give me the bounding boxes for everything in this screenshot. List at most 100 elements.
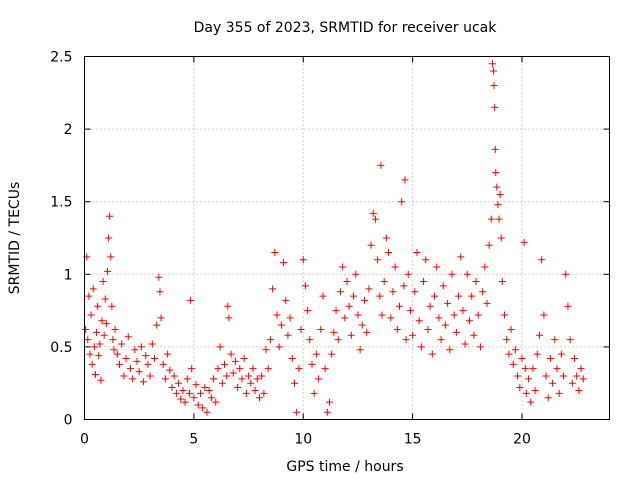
- data-point: [280, 259, 288, 267]
- data-point: [448, 270, 456, 278]
- data-point: [247, 379, 255, 387]
- data-point: [196, 389, 204, 397]
- data-point: [361, 296, 368, 304]
- data-point: [347, 331, 355, 339]
- data-point: [105, 234, 113, 242]
- data-point: [183, 375, 191, 383]
- data-point: [221, 360, 228, 368]
- data-point: [452, 328, 460, 336]
- data-point: [253, 375, 261, 383]
- x-tick-label: 5: [189, 432, 198, 448]
- data-point: [387, 314, 395, 322]
- data-point: [341, 314, 349, 322]
- data-point: [110, 346, 118, 354]
- data-point: [88, 360, 96, 368]
- data-point: [352, 270, 360, 278]
- data-point: [497, 234, 505, 242]
- data-point: [133, 357, 141, 365]
- data-point: [369, 209, 377, 217]
- data-point: [275, 343, 283, 351]
- data-point: [102, 320, 110, 328]
- chart-title: Day 355 of 2023, SRMTID for receiver uca…: [194, 20, 498, 36]
- data-point: [479, 288, 487, 296]
- data-point: [417, 343, 425, 351]
- data-point: [90, 343, 98, 351]
- data-point: [516, 384, 524, 392]
- data-point: [401, 176, 409, 184]
- data-points: [82, 60, 587, 416]
- data-point: [564, 302, 572, 310]
- data-point: [546, 355, 554, 363]
- data-point: [260, 389, 268, 397]
- data-point: [109, 336, 117, 344]
- data-point: [179, 386, 187, 394]
- data-point: [225, 314, 233, 322]
- data-point: [426, 302, 434, 310]
- data-point: [282, 296, 290, 304]
- data-point: [120, 372, 128, 380]
- data-point: [304, 307, 312, 315]
- data-point: [188, 365, 196, 373]
- data-point: [378, 311, 386, 319]
- data-point: [86, 350, 94, 358]
- data-point: [297, 325, 305, 333]
- data-point: [437, 336, 445, 344]
- data-point: [446, 346, 454, 354]
- data-point: [108, 302, 116, 310]
- data-point: [544, 394, 552, 402]
- data-point: [151, 355, 158, 363]
- data-point: [266, 336, 274, 344]
- data-point: [135, 368, 143, 376]
- data-point: [334, 336, 342, 344]
- data-point: [444, 299, 452, 307]
- data-point: [398, 198, 406, 206]
- data-point: [214, 365, 222, 373]
- data-point: [87, 311, 95, 319]
- data-point: [356, 346, 364, 354]
- data-point: [579, 375, 587, 383]
- data-point: [106, 212, 114, 220]
- data-point: [376, 292, 384, 300]
- data-point: [326, 398, 333, 406]
- data-point: [190, 394, 198, 402]
- data-point: [155, 273, 163, 281]
- data-point: [404, 270, 412, 278]
- data-point: [142, 352, 150, 360]
- data-point: [385, 249, 393, 257]
- data-point: [382, 234, 390, 242]
- data-point: [312, 350, 320, 358]
- y-tick-label: 1.5: [50, 195, 72, 211]
- data-point: [562, 270, 570, 278]
- data-point: [129, 375, 137, 383]
- data-point: [491, 145, 499, 153]
- data-point: [82, 325, 90, 333]
- y-axis-label: SRMTID / TECUs: [7, 182, 23, 295]
- data-point: [336, 288, 344, 296]
- data-point: [140, 378, 148, 386]
- data-point: [216, 343, 224, 351]
- data-point: [439, 282, 447, 290]
- data-point: [264, 365, 272, 373]
- data-point: [511, 346, 519, 354]
- data-point: [365, 285, 373, 293]
- data-point: [122, 355, 130, 363]
- data-point: [100, 331, 108, 339]
- data-point: [389, 288, 397, 296]
- data-point: [457, 253, 465, 261]
- data-point: [566, 336, 574, 344]
- data-point: [157, 314, 165, 322]
- data-point: [210, 375, 218, 383]
- data-point: [159, 360, 167, 368]
- data-point: [503, 336, 511, 344]
- data-point: [488, 60, 496, 68]
- data-point: [321, 365, 329, 373]
- data-point: [527, 398, 535, 406]
- data-point: [483, 299, 491, 307]
- data-point: [249, 365, 257, 373]
- data-point: [234, 384, 242, 392]
- data-point: [518, 355, 526, 363]
- data-point: [172, 389, 180, 397]
- data-point: [156, 288, 164, 296]
- data-point: [124, 333, 132, 341]
